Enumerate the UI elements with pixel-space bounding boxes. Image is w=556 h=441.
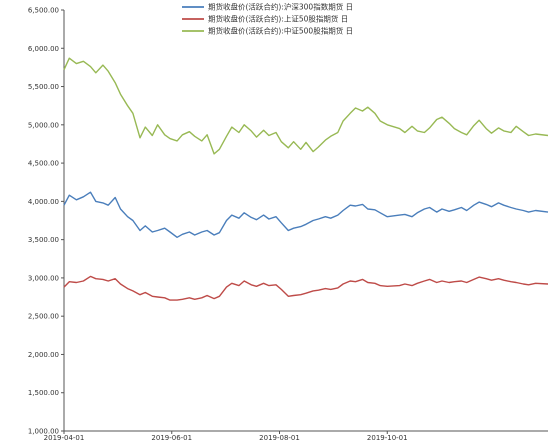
series-line-3 xyxy=(63,57,549,155)
x-tick-label: 2019-04-01 xyxy=(44,434,85,441)
x-tick-label: 2019-08-01 xyxy=(259,434,300,441)
legend: 期货收盘价(活跃合约):沪深300指数期货 日期货收盘价(活跃合约):上证50股… xyxy=(182,2,353,36)
y-tick-label: 4,500.00 xyxy=(28,160,59,168)
y-tick-label: 2,000.00 xyxy=(28,351,59,359)
y-tick-label: 5,500.00 xyxy=(28,83,59,91)
y-tick-label: 4,000.00 xyxy=(28,198,59,206)
x-tick-label: 2019-10-01 xyxy=(367,434,408,441)
legend-label-1: 期货收盘价(活跃合约):沪深300指数期货 日 xyxy=(208,2,353,12)
legend-label-3: 期货收盘价(活跃合约):中证500股指期货 日 xyxy=(208,26,353,36)
y-tick-label: 3,000.00 xyxy=(28,274,59,282)
y-tick-label: 1,500.00 xyxy=(28,389,59,397)
y-tick-label: 5,000.00 xyxy=(28,121,59,129)
legend-label-2: 期货收盘价(活跃合约):上证50股指期货 日 xyxy=(208,14,348,24)
series-line-1 xyxy=(63,191,549,238)
x-tick-label: 2019-06-01 xyxy=(151,434,192,441)
y-tick-label: 6,000.00 xyxy=(28,45,59,53)
plot-area xyxy=(63,57,549,301)
y-tick-label: 6,500.00 xyxy=(28,7,59,15)
y-tick-label: 2,500.00 xyxy=(28,313,59,321)
series-line-2 xyxy=(63,275,549,301)
y-axis: 1,000.00 1,500.00 2,000.00 2,500.00 3,000.00… xyxy=(28,7,65,436)
y-tick-label: 1,000.00 xyxy=(28,428,59,436)
y-tick-label: 3,500.00 xyxy=(28,236,59,244)
x-axis: 2019-04-01 2019-06-01 2019-08-01 2019-10-01 xyxy=(44,430,548,441)
